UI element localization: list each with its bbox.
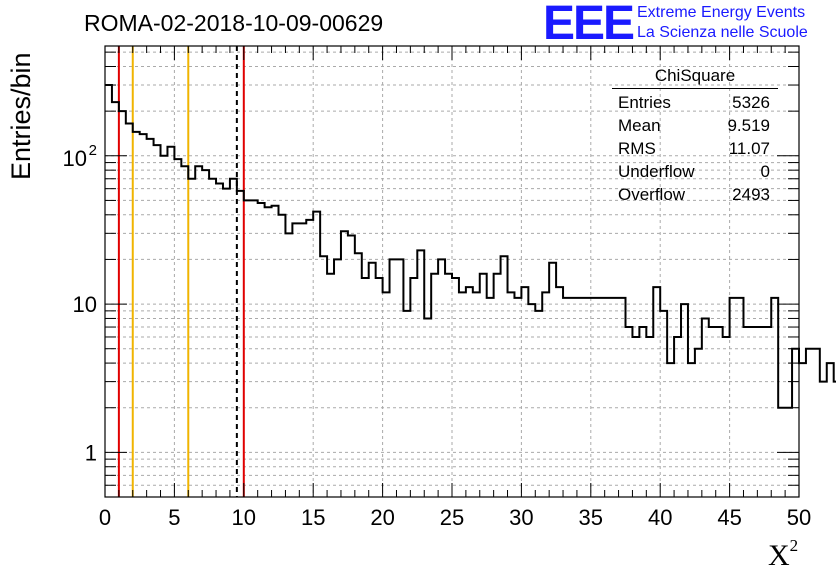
eee-logo: EEE — [543, 0, 635, 50]
x-tick-label: 5 — [168, 505, 180, 530]
x-tick-label: 30 — [509, 505, 533, 530]
stat-label: Mean — [618, 116, 661, 135]
stats-title: ChiSquare — [612, 66, 778, 89]
x-tick-label: 20 — [370, 505, 394, 530]
x-tick-label: 40 — [648, 505, 672, 530]
x-tick-label: 0 — [99, 505, 111, 530]
x-tick-label: 10 — [232, 505, 256, 530]
logo-line-1: Extreme Energy Events — [637, 4, 806, 21]
stat-value: 9.519 — [727, 116, 770, 135]
stat-row-rms: RMS 11.07 — [612, 137, 778, 160]
stat-row-mean: Mean 9.519 — [612, 114, 778, 137]
x-axis-label: X2 — [768, 536, 799, 572]
stat-value: 11.07 — [728, 139, 770, 158]
x-tick-label: 50 — [787, 505, 811, 530]
stat-label: Underflow — [618, 162, 695, 181]
stat-label: RMS — [618, 139, 656, 158]
stat-row-entries: Entries 5326 — [612, 91, 778, 114]
x-tick-label: 15 — [301, 505, 325, 530]
chart-title: ROMA-02-2018-10-09-00629 — [84, 10, 384, 36]
marker-lines — [117, 46, 245, 497]
stat-label: Overflow — [618, 185, 686, 204]
y-axis-label: Entries/bin — [6, 52, 36, 180]
stat-row-overflow: Overflow 2493 — [612, 183, 778, 206]
y-tick-label: 10 — [73, 292, 97, 317]
stat-value: 0 — [760, 162, 770, 181]
y-tick-label-exponent: 2 — [89, 142, 97, 159]
grid-lines — [105, 46, 799, 498]
stat-label: Entries — [618, 93, 671, 112]
stat-value: 5326 — [732, 93, 770, 112]
x-tick-label: 45 — [717, 505, 741, 530]
stat-value: 2493 — [732, 185, 770, 204]
logo-line-2: La Scienza nelle Scuole — [637, 24, 808, 41]
y-tick-label: 10 — [63, 146, 87, 171]
x-tick-label: 25 — [440, 505, 464, 530]
stats-box: ChiSquare Entries 5326 Mean 9.519 RMS 11… — [612, 66, 778, 206]
x-tick-label: 35 — [579, 505, 603, 530]
y-tick-label: 1 — [85, 440, 97, 465]
stat-row-underflow: Underflow 0 — [612, 160, 778, 183]
